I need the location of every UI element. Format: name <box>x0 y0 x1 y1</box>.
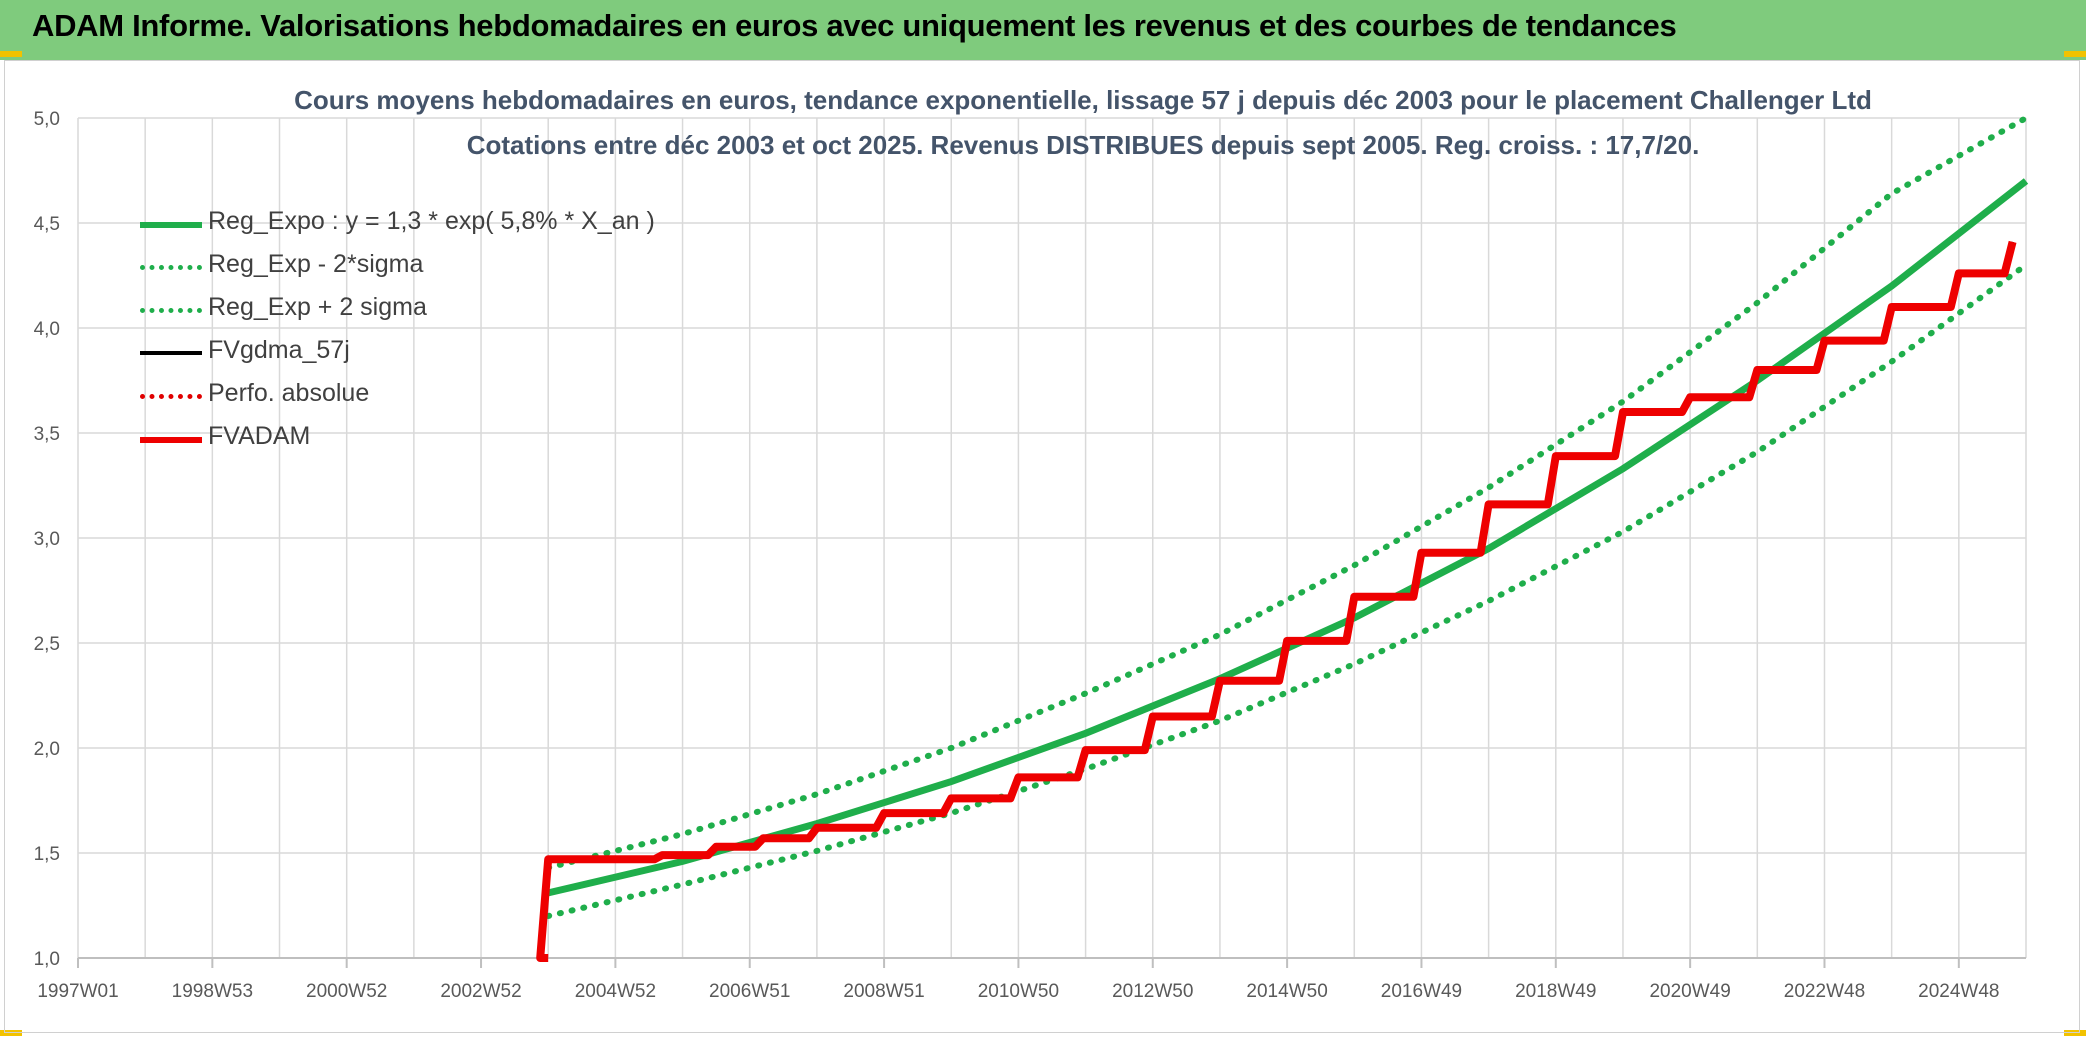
x-tick-label: 2008W51 <box>843 981 924 1002</box>
x-tick-label: 1998W53 <box>172 981 253 1002</box>
legend-swatch <box>140 308 202 313</box>
legend-item: FVADAM <box>140 418 840 458</box>
chart-title-line2: Cotations entre déc 2003 et oct 2025. Re… <box>466 130 1700 160</box>
legend-label: Reg_Expo : y = 1,3 * exp( 5,8% * X_an ) <box>208 207 655 235</box>
x-tick-label: 2018W49 <box>1515 981 1596 1002</box>
x-tick-label: 2020W49 <box>1649 981 1730 1002</box>
corner-mark <box>0 1030 22 1036</box>
legend-swatch <box>140 265 202 270</box>
legend-label: Reg_Exp - 2*sigma <box>208 250 424 278</box>
legend-item: Perfo. absolue <box>140 375 840 415</box>
corner-mark <box>2064 51 2086 57</box>
y-tick-label: 3,5 <box>34 424 60 445</box>
y-tick-label: 4,5 <box>34 214 60 235</box>
x-tick-label: 2012W50 <box>1112 981 1193 1002</box>
x-axis: 1997W01 1998W53 2000W52 2002W52 2004W52 2006W… <box>37 958 1999 1002</box>
legend-label: FVADAM <box>208 422 311 450</box>
legend-item: FVgdma_57j <box>140 332 840 372</box>
y-axis: 1,0 1,5 2,0 2,5 3,0 3,5 4,0 4,5 5,0 <box>34 109 60 970</box>
y-tick-label: 2,0 <box>34 739 60 760</box>
x-tick-label: 2024W48 <box>1918 981 1999 1002</box>
y-tick-label: 2,5 <box>34 634 60 655</box>
chart-frame <box>4 60 2080 1033</box>
report-title: ADAM Informe. Valorisations hebdomadaire… <box>32 8 1677 43</box>
report-banner: ADAM Informe. Valorisations hebdomadaire… <box>0 0 2086 60</box>
series-fvadam <box>536 240 2017 962</box>
corner-mark <box>2064 1030 2086 1036</box>
x-tick-label: 2006W51 <box>709 981 790 1002</box>
legend-swatch <box>140 437 202 443</box>
x-tick-label: 1997W01 <box>37 981 118 1002</box>
x-tick-label: 2002W52 <box>440 981 521 1002</box>
y-tick-label: 4,0 <box>34 319 60 340</box>
x-tick-label: 2004W52 <box>575 981 656 1002</box>
series-reg-exp-2-sigma <box>545 115 2029 871</box>
y-tick-label: 1,5 <box>34 844 60 865</box>
grid <box>77 117 2027 959</box>
x-tick-label: 2000W52 <box>306 981 387 1002</box>
x-tick-label: 2022W48 <box>1784 981 1865 1002</box>
series-reg-exp-2-sigma <box>545 262 2029 919</box>
y-tick-label: 1,0 <box>34 949 60 970</box>
chart-title-line1: Cours moyens hebdomadaires en euros, ten… <box>294 85 1872 115</box>
plot-area <box>536 115 2029 962</box>
legend-label: Reg_Exp + 2 sigma <box>208 293 427 321</box>
legend-swatch <box>140 222 202 228</box>
y-tick-label: 3,0 <box>34 529 60 550</box>
legend-label: FVgdma_57j <box>208 336 350 364</box>
x-tick-label: 2016W49 <box>1381 981 1462 1002</box>
legend-swatch <box>140 394 202 399</box>
legend-label: Perfo. absolue <box>208 379 370 407</box>
legend-swatch <box>140 351 202 355</box>
corner-mark <box>0 51 22 57</box>
legend-item: Reg_Exp - 2*sigma <box>140 246 840 286</box>
x-tick-label: 2010W50 <box>978 981 1059 1002</box>
y-tick-label: 5,0 <box>34 109 60 130</box>
x-tick-label: 2014W50 <box>1246 981 1327 1002</box>
legend-item: Reg_Exp + 2 sigma <box>140 289 840 329</box>
legend-item: Reg_Expo : y = 1,3 * exp( 5,8% * X_an ) <box>140 203 840 243</box>
